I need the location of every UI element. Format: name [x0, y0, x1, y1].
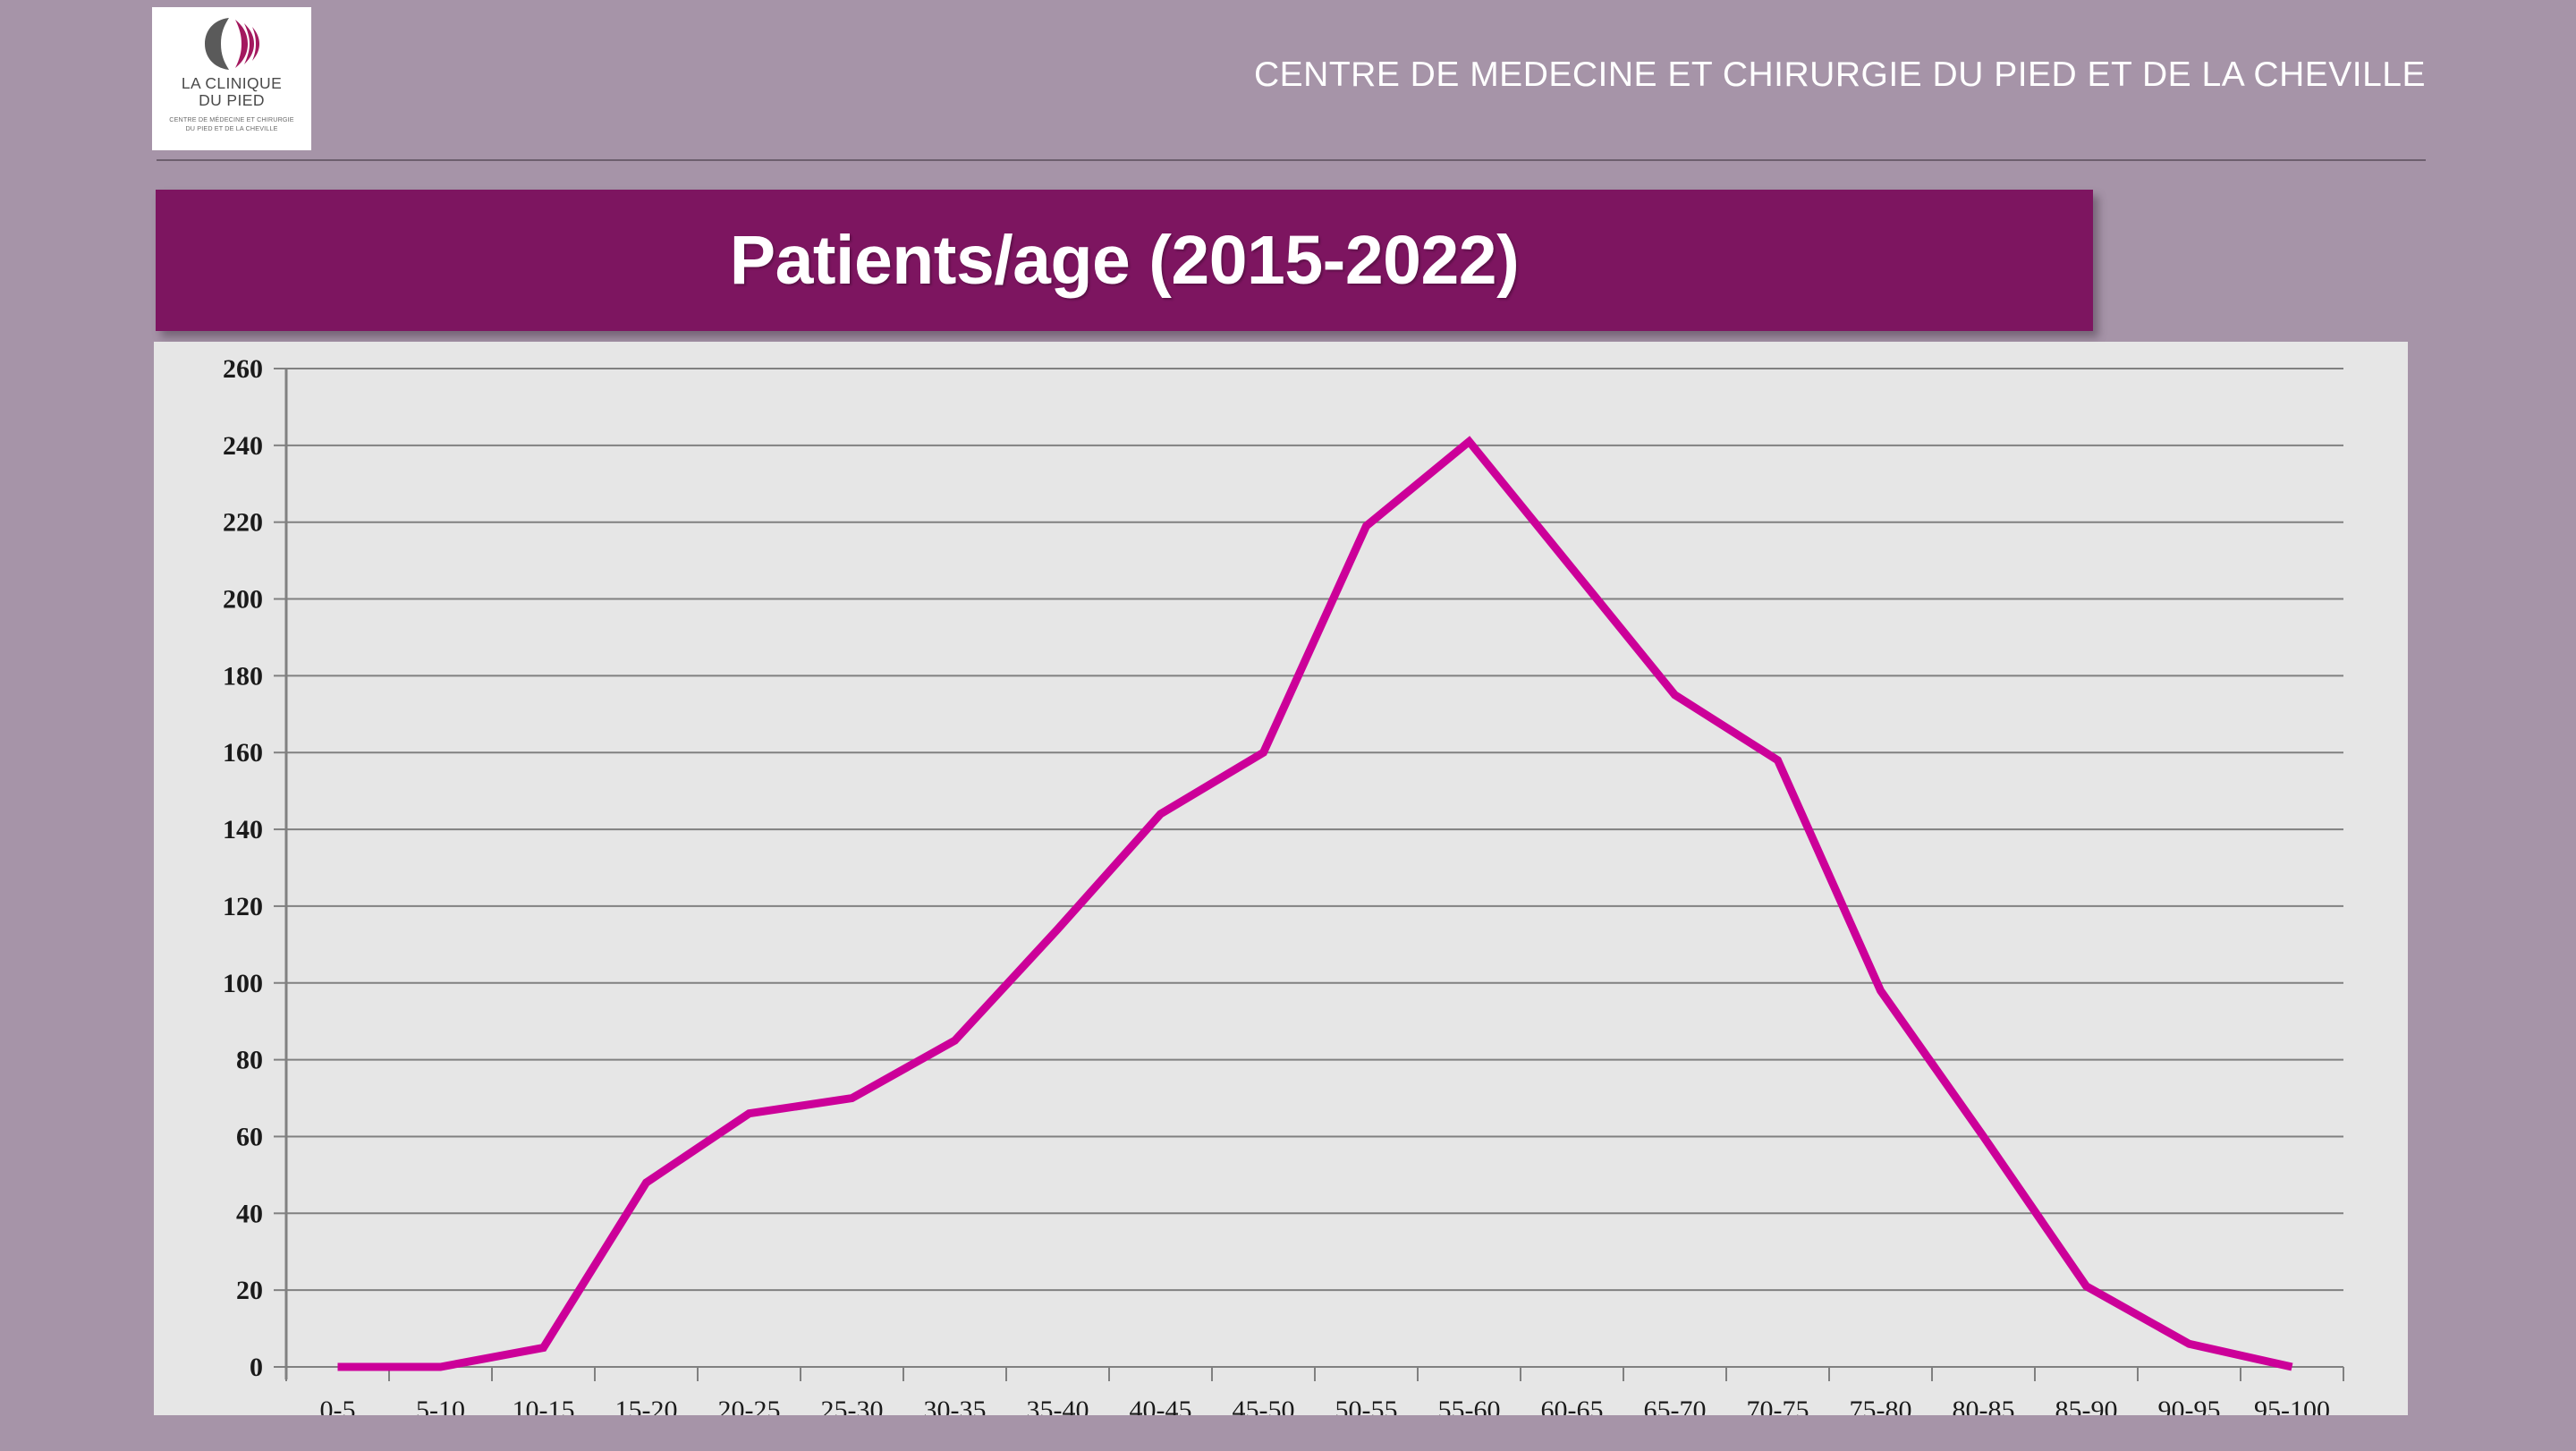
clinic-logo-mark-icon: [199, 16, 264, 72]
logo-tagline-line2: DU PIED ET DE LA CHEVILLE: [185, 123, 278, 132]
y-axis-tick-label: 120: [223, 892, 263, 921]
chart-y-axis-labels: 0 20 40 60 80 100 120 140 160 180 200 220 240 260: [223, 354, 263, 1382]
chart-x-tick-marks: [285, 1367, 2344, 1381]
y-axis-tick-label: 100: [223, 969, 263, 998]
data-series-line: [337, 436, 2293, 1371]
x-axis-tick-label: 25-30: [821, 1396, 884, 1415]
x-axis-tick-label: 50-55: [1335, 1396, 1398, 1415]
page-title: Patients/age (2015-2022): [729, 221, 1520, 299]
x-axis-tick-label: 15-20: [615, 1396, 678, 1415]
header-divider: [157, 159, 2426, 161]
chart-y-tick-marks: [274, 368, 286, 1368]
y-axis-tick-label: 180: [223, 661, 263, 691]
y-axis-tick-label: 200: [223, 585, 263, 615]
page-header: LA CLINIQUE DU PIED CENTRE DE MÉDECINE E…: [0, 0, 2576, 170]
chart-x-axis-labels: 0-5 5-10 10-15 15-20 20-25 25-30 30-35 35-40 40-…: [320, 1396, 2331, 1415]
y-axis-tick-label: 60: [236, 1122, 263, 1151]
y-axis-tick-label: 220: [223, 508, 263, 538]
y-axis-tick-label: 160: [223, 738, 263, 768]
logo-name-line1: LA CLINIQUE: [181, 74, 283, 92]
x-axis-tick-label: 75-80: [1850, 1396, 1912, 1415]
x-axis-tick-label: 30-35: [924, 1396, 987, 1415]
y-axis-tick-label: 20: [236, 1276, 263, 1305]
x-axis-tick-label: 20-25: [718, 1396, 781, 1415]
x-axis-tick-label: 90-95: [2158, 1396, 2221, 1415]
y-axis-tick-label: 80: [236, 1046, 263, 1075]
y-axis-tick-label: 140: [223, 815, 263, 844]
y-axis-tick-label: 0: [250, 1353, 263, 1382]
x-axis-tick-label: 80-85: [1953, 1396, 2015, 1415]
y-axis-tick-label: 40: [236, 1199, 263, 1228]
logo-tagline-line1: CENTRE DE MÉDECINE ET CHIRURGIE: [169, 115, 294, 123]
x-axis-tick-label: 0-5: [320, 1396, 356, 1415]
header-title: CENTRE DE MEDECINE ET CHIRURGIE DU PIED …: [1254, 55, 2426, 94]
x-axis-tick-label: 45-50: [1233, 1396, 1295, 1415]
clinic-logo: LA CLINIQUE DU PIED CENTRE DE MÉDECINE E…: [152, 7, 311, 150]
x-axis-tick-label: 95-100: [2254, 1396, 2330, 1415]
x-axis-tick-label: 55-60: [1438, 1396, 1501, 1415]
patients-per-age-line-chart: 0 20 40 60 80 100 120 140 160 180 200 220 240 260 0-5…: [223, 354, 2344, 1415]
x-axis-tick-label: 85-90: [2055, 1396, 2118, 1415]
x-axis-tick-label: 60-65: [1541, 1396, 1604, 1415]
chart-title-bar: Patients/age (2015-2022): [156, 190, 2093, 331]
x-axis-tick-label: 10-15: [513, 1396, 575, 1415]
y-axis-tick-label: 240: [223, 431, 263, 461]
x-axis-tick-label: 5-10: [416, 1396, 465, 1415]
x-axis-tick-label: 70-75: [1747, 1396, 1809, 1415]
chart-panel: 0 20 40 60 80 100 120 140 160 180 200 220 240 260 0-5…: [154, 342, 2408, 1415]
x-axis-tick-label: 40-45: [1130, 1396, 1192, 1415]
logo-name-line2: DU PIED: [199, 91, 265, 109]
chart-series-patients: [337, 436, 2293, 1371]
y-axis-tick-label: 260: [223, 354, 263, 384]
x-axis-tick-label: 65-70: [1644, 1396, 1707, 1415]
x-axis-tick-label: 35-40: [1027, 1396, 1089, 1415]
